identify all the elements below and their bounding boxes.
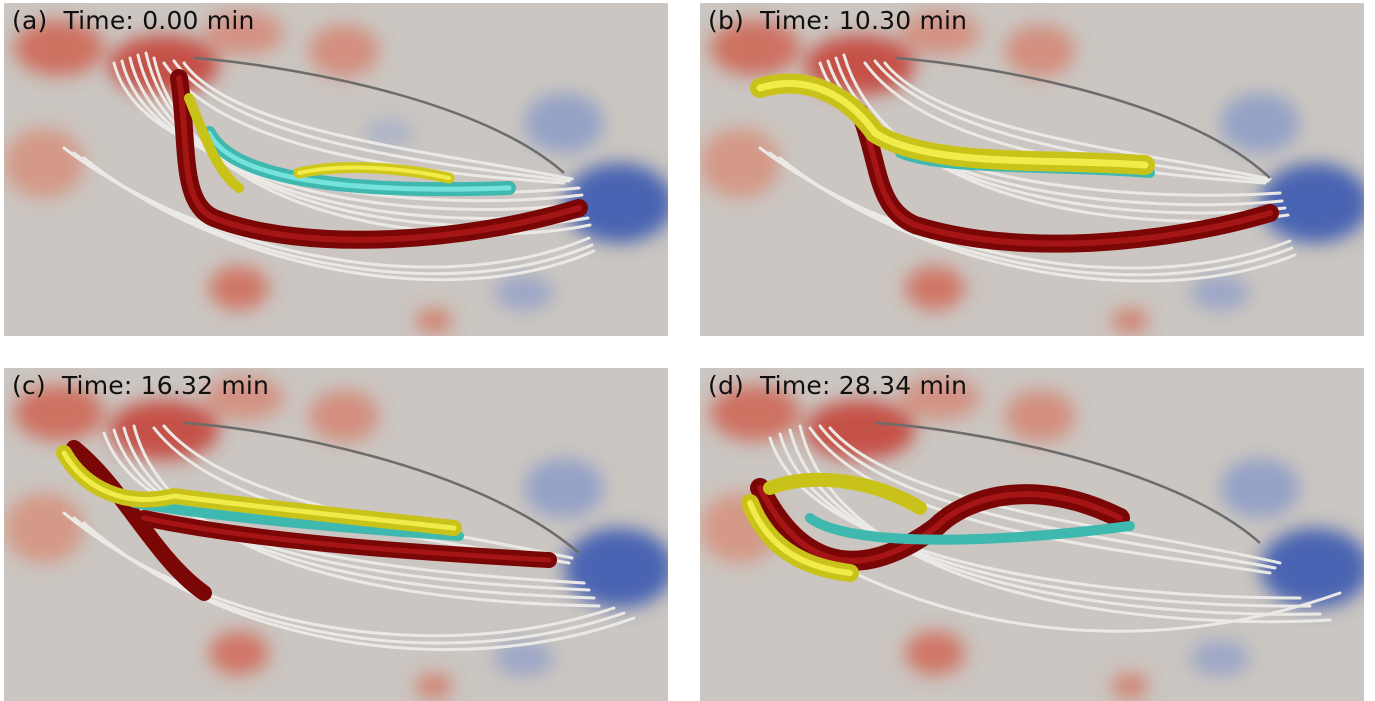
flux-rope-yellow <box>184 93 455 193</box>
panel-tag: (b) <box>708 6 744 35</box>
flux-rope-red <box>170 69 588 249</box>
panel-label: (c) Time: 16.32 min <box>12 371 269 400</box>
time-label: Time: 28.34 min <box>759 371 968 400</box>
flux-rope-red <box>851 104 1279 253</box>
flux-rope-red <box>66 440 557 601</box>
magnetogram <box>700 11 1364 333</box>
panel-tag: (a) <box>12 6 48 35</box>
outer-field-line <box>183 421 580 554</box>
field-lines <box>758 424 1342 633</box>
panel-label: (a) Time: 0.00 min <box>12 6 255 35</box>
flux-rope-cyan <box>805 513 1135 545</box>
magnetogram-visualization <box>700 376 1364 698</box>
panel-c: (c) Time: 16.32 min <box>4 368 668 701</box>
flux-rope-red <box>750 478 1130 571</box>
panel-label: (d) Time: 28.34 min <box>708 371 967 400</box>
flux-rope-yellow <box>741 472 927 582</box>
magnetogram-visualization <box>4 11 668 333</box>
panel-tag: (c) <box>12 371 46 400</box>
panel-a: (a) Time: 0.00 min <box>4 3 668 336</box>
panel-b: (b) Time: 10.30 min <box>700 3 1364 336</box>
magnetogram-visualization <box>4 376 668 698</box>
outer-field-line <box>874 421 1261 544</box>
flux-rope-yellow <box>56 445 462 536</box>
outer-field-line <box>894 56 1271 179</box>
time-label: Time: 10.30 min <box>759 6 968 35</box>
time-label: Time: 16.32 min <box>61 371 270 400</box>
magnetogram-visualization <box>700 11 1364 333</box>
magnetogram <box>4 11 668 333</box>
panel-tag: (d) <box>708 371 744 400</box>
outer-field-line <box>193 56 565 174</box>
flux-rope-yellow <box>750 73 1155 175</box>
flux-rope-cyan <box>129 498 464 541</box>
panel-d: (d) Time: 28.34 min <box>700 368 1364 701</box>
magnetogram <box>4 376 668 698</box>
time-label: Time: 0.00 min <box>63 6 255 35</box>
panel-label: (b) Time: 10.30 min <box>708 6 967 35</box>
flux-rope-cyan <box>202 126 516 197</box>
